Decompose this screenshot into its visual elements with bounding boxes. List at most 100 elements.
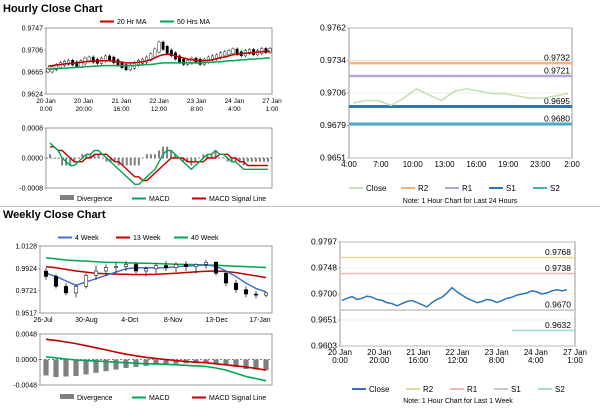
hourly-price-ytick: 0.9624: [22, 92, 44, 99]
hourly-pivot-xtick: 23:00: [530, 160, 551, 169]
hourly-divergence-bar: [230, 158, 233, 162]
weekly-divergence-bar: [243, 359, 249, 370]
hourly-divergence-bar: [262, 158, 265, 162]
weekly-candle: [243, 289, 249, 295]
hourly-price-xtick: 1:00: [266, 106, 279, 113]
hourly-candle: [202, 58, 206, 65]
hourly-divergence-bar: [214, 150, 217, 158]
weekly-pivot-xtick: 12:00: [447, 356, 468, 365]
hourly-pivot-ytick: 0.9762: [320, 23, 346, 33]
weekly-price-ytick: 0.9924: [16, 266, 38, 273]
weekly-pivot-legend-label: R2: [423, 385, 434, 394]
hourly-candle: [157, 41, 161, 53]
weekly-pivot-xtick: 20:00: [369, 356, 390, 365]
weekly-macd-ytick: 0.0000: [16, 357, 38, 364]
hourly-divergence-bar: [182, 158, 185, 162]
weekly-legend-label: 40 Week: [191, 235, 219, 242]
weekly-pivot-xtick: 24 Jan: [524, 348, 548, 357]
hourly-macd-legend-label: Divergence: [77, 196, 113, 203]
weekly-legend-label: 4 Week: [75, 235, 99, 242]
hourly-divergence-bar: [170, 150, 173, 158]
weekly-candle: [143, 268, 149, 272]
hourly-macd-legend-label: MACD: [149, 196, 170, 203]
weekly-pivot-r1-label: 0.9738: [545, 263, 571, 273]
weekly-macd-line: [45, 356, 267, 382]
weekly-divergence-bar: [173, 359, 179, 364]
hourly-signal-line: [50, 146, 268, 182]
hourly-divergence-bar: [149, 154, 152, 158]
weekly-divergence-bar: [83, 359, 89, 375]
weekly-pivot-legend-label: Close: [369, 385, 390, 394]
weekly-pivot-xtick: 27 Jan: [563, 348, 587, 357]
weekly-candle: [153, 265, 159, 270]
hourly-pivot-xtick: 13:00: [435, 160, 456, 169]
hourly-divergence-bar: [113, 158, 116, 162]
hourly-divergence-bar: [186, 158, 189, 162]
weekly-candle: [83, 275, 89, 287]
hourly-candle: [223, 51, 227, 57]
hourly-candle: [182, 58, 186, 65]
weekly-price-frame: [39, 245, 273, 314]
hourly-pivot-legend-label: S2: [550, 184, 560, 193]
hourly-divergence-bar: [153, 154, 156, 158]
hourly-divergence-bar: [238, 158, 241, 162]
hourly-macd-ytick: 0.0008: [22, 126, 44, 133]
weekly-divergence-bar: [163, 359, 169, 365]
weekly-candle: [73, 286, 79, 294]
weekly-divergence-bar: [193, 359, 199, 364]
hourly-candle: [161, 41, 165, 50]
weekly-pivot-xtick: 23 Jan: [485, 348, 509, 357]
hourly-divergence-bar: [97, 154, 100, 158]
hourly-price-xtick: 24 Jan: [225, 98, 245, 105]
hourly-legend-label: 20 Hr MA: [117, 19, 147, 26]
hourly-divergence-bar: [258, 158, 261, 162]
hourly-divergence-bar: [145, 154, 148, 158]
hourly-price-ytick: 0.9747: [22, 26, 44, 33]
weekly-pivot-ytick: 0.9603: [311, 341, 337, 351]
weekly-price-xtick: 26-Jul: [33, 317, 53, 324]
hourly-divergence-bar: [93, 154, 96, 158]
hourly-divergence-bar: [133, 158, 136, 166]
hourly-price-frame: [45, 27, 273, 95]
weekly-pivot-xtick: 20 Jan: [328, 348, 352, 357]
hourly-pivot-legend-label: Close: [366, 184, 387, 193]
hourly-pivot-xtick: 16:00: [466, 160, 487, 169]
hourly-divergence-bar: [210, 154, 213, 158]
weekly-candle: [123, 264, 129, 267]
hourly-divergence-bar: [162, 146, 165, 158]
weekly-price-ytick: 0.9721: [16, 288, 38, 295]
weekly-pivot-xtick: 8:00: [489, 356, 505, 365]
weekly-pivot-xtick: 0:00: [332, 356, 348, 365]
hourly-price-xtick: 21 Jan: [112, 98, 132, 105]
weekly-pivot-close-line: [341, 286, 568, 308]
weekly-pivot-xtick: 20 Jan: [367, 348, 391, 357]
hourly-divergence-bar: [267, 158, 269, 162]
hourly-divergence-bar: [77, 158, 80, 159]
hourly-pivot-ytick: 0.9734: [320, 55, 346, 65]
section-divider: [0, 206, 600, 207]
hourly-divergence-bar: [121, 158, 124, 166]
hourly-divergence-bar: [194, 158, 197, 162]
weekly-candle: [113, 266, 119, 268]
weekly-pivot-r2-label: 0.9768: [545, 247, 571, 257]
hourly-divergence-bar: [105, 158, 108, 162]
weekly-candle: [263, 292, 269, 296]
hourly-price-xtick: 0:00: [40, 106, 53, 113]
weekly-divergence-bar: [53, 359, 59, 378]
weekly-price-xtick: 13-Dec: [205, 317, 228, 324]
weekly-macd-ytick: -0.0048: [13, 383, 37, 390]
hourly-divergence-bar: [218, 158, 221, 159]
weekly-macd-legend-swatch: [60, 394, 74, 399]
hourly-divergence-bar: [89, 154, 92, 158]
weekly-pivot-ytick: 0.9797: [311, 237, 337, 247]
weekly-divergence-bar: [143, 359, 149, 366]
hourly-section-title: Hourly Close Chart: [3, 3, 103, 15]
hourly-divergence-bar: [101, 158, 104, 159]
hourly-candle: [112, 56, 116, 64]
hourly-price-xtick: 8:00: [190, 106, 203, 113]
weekly-divergence-bar: [233, 359, 239, 367]
weekly-pivot-xtick: 4:00: [528, 356, 544, 365]
weekly-pivot-s2-label: 0.9632: [545, 320, 571, 330]
weekly-candle: [253, 293, 259, 296]
hourly-candle: [248, 49, 251, 54]
